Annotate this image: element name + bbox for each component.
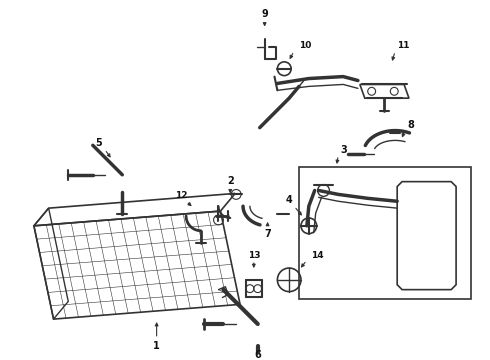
Bar [299,167,471,300]
Text: 1: 1 [153,341,160,351]
Text: 14: 14 [311,251,323,260]
Text: 11: 11 [397,41,410,50]
Text: 2: 2 [227,176,234,186]
Text: 6: 6 [254,350,261,360]
Text: 8: 8 [407,120,414,130]
Text: 3: 3 [340,145,347,155]
Text: 7: 7 [264,229,271,239]
Text: 9: 9 [261,9,268,19]
Text: 12: 12 [175,191,188,200]
Text: 5: 5 [96,138,102,148]
Text: 13: 13 [247,251,260,260]
Text: 4: 4 [286,195,293,205]
Text: 10: 10 [299,41,311,50]
